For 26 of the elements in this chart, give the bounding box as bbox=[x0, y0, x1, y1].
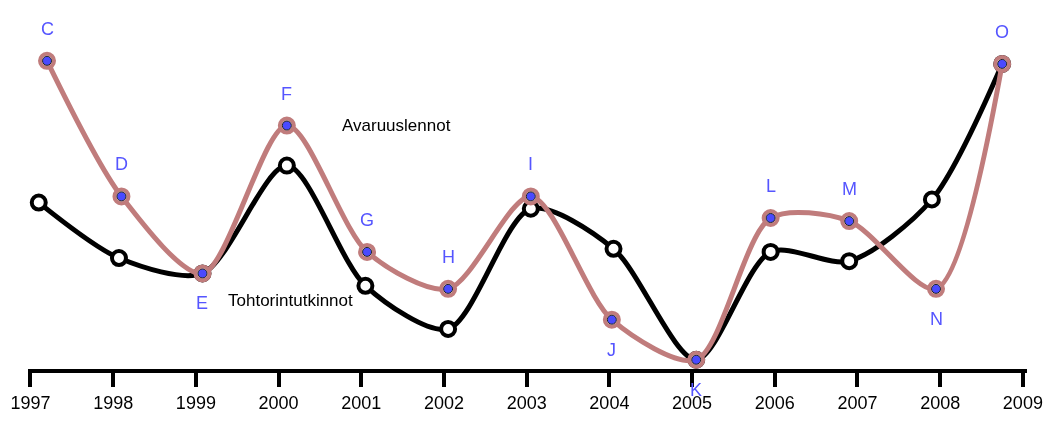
annotation: N bbox=[930, 309, 943, 329]
annotation: G bbox=[360, 210, 375, 230]
x-tick-label: 2000 bbox=[258, 392, 299, 413]
annotation: O bbox=[995, 22, 1010, 42]
x-tick-label: 2001 bbox=[341, 392, 382, 413]
annotation: L bbox=[766, 176, 777, 196]
annotation: I bbox=[528, 154, 534, 174]
x-tick-label: 2007 bbox=[837, 392, 878, 413]
x-tick-label: 2002 bbox=[423, 392, 464, 413]
series-label: Tohtorintutkinnot bbox=[228, 291, 354, 310]
x-tick-label: 2004 bbox=[589, 392, 630, 413]
x-tick-label: 1998 bbox=[93, 392, 134, 413]
text: Avaruuslennot bbox=[342, 116, 451, 135]
annotation: E bbox=[196, 293, 209, 313]
annotation: J bbox=[607, 340, 616, 360]
x-tick-label: 2009 bbox=[1002, 392, 1043, 413]
x-tick-label: 1999 bbox=[175, 392, 216, 413]
annotation: F bbox=[281, 84, 292, 104]
annotation: C bbox=[41, 19, 54, 39]
x-tick-label: 2006 bbox=[754, 392, 795, 413]
annotation: M bbox=[842, 179, 857, 199]
x-tick-label: 2003 bbox=[506, 392, 547, 413]
annotation: D bbox=[115, 154, 128, 174]
x-tick-label: 2008 bbox=[920, 392, 961, 413]
annotation: H bbox=[442, 247, 455, 267]
x-tick-label: 1997 bbox=[10, 392, 51, 413]
